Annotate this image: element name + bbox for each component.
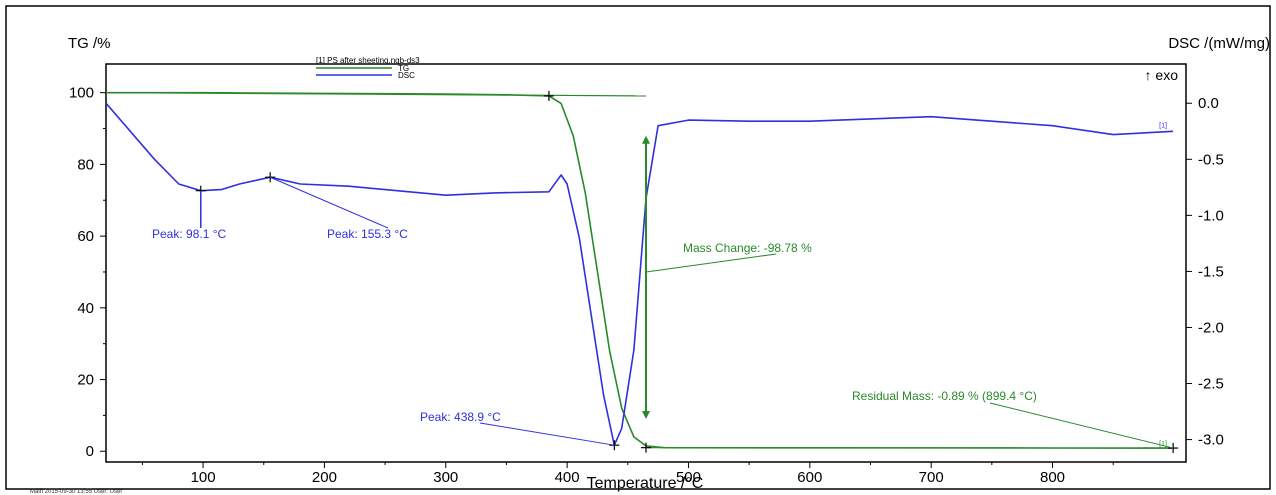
tg-curve-tag: [1] [1159,441,1167,448]
y-axis-left-label: TG /% [68,35,111,52]
peak-438-leader [479,422,615,446]
legend-title: [1] PS after sheeting.ngb-ds3 [316,56,420,65]
x-axis-label: Temperature /°C [587,475,704,492]
exo-indicator: ↑ exo [1145,67,1179,83]
y-left-tick-label: 80 [77,156,94,173]
x-tick-label: 100 [191,469,216,486]
y-left-tick-label: 20 [77,372,94,389]
peak-155-leader [269,176,389,229]
mass-change-label: Mass Change: -98.78 % [683,241,812,255]
legend-entry-dsc: DSC [398,71,415,80]
x-axis-ticks: 100 200 300 400 500 600 700 800 [141,462,1114,486]
y-right-tick-label: -2.5 [1198,376,1224,393]
annotations: Peak: 98.1 °C Peak: 155.3 °C Peak: 438.9 °… [152,90,1179,454]
residual-leader [989,402,1174,449]
x-tick-label: 400 [555,469,580,486]
tg-onset-guide [105,92,647,97]
mass-change-arrow-head-down [642,410,650,419]
residual-label: Residual Mass: -0.89 % (899.4 °C) [852,389,1037,403]
mass-change-arrow-head-up [642,135,650,144]
dsc-curve-tag: [1] [1159,122,1167,129]
y-left-tick-label: 0 [86,443,94,460]
y-right-tick-label: -1.5 [1198,263,1224,280]
x-tick-label: 800 [1040,469,1065,486]
mass-change-leader [645,253,777,273]
x-tick-label: 300 [433,469,458,486]
series-lines: [1] [1] [105,91,1174,449]
x-tick-label: 200 [312,469,337,486]
y-axis-right-label: DSC /(mW/mg) [1168,35,1270,52]
y-left-tick-label: 100 [69,85,94,102]
y-axis-right-ticks: 0.0 -0.5 -1.0 -1.5 -2.0 -2.5 -3.0 [1186,95,1224,449]
y-right-tick-label: -2.0 [1198,319,1224,336]
figure-frame [5,5,1271,490]
y-left-tick-label: 60 [77,228,94,245]
y-right-tick-label: -1.0 [1198,207,1224,224]
y-axis-left-ticks: 0 20 40 60 80 100 [69,85,106,460]
y-right-tick-label: -3.0 [1198,432,1224,449]
peak-438-label: Peak: 438.9 °C [420,410,501,424]
series-line-dsc [105,102,1174,446]
peak-98-label: Peak: 98.1 °C [152,227,227,241]
x-tick-label: 600 [797,469,822,486]
x-tick-label: 700 [919,469,944,486]
x-tick-label: 500 [676,469,701,486]
y-left-tick-label: 40 [77,300,94,317]
peak-155-label: Peak: 155.3 °C [327,227,408,241]
footer-info: Main 2015-09-30 13:55 User: User [30,489,122,495]
legend-entry-tg: TG [398,64,409,73]
y-right-tick-label: 0.0 [1198,95,1219,112]
y-right-tick-label: -0.5 [1198,151,1224,168]
plot-frame [105,63,1187,463]
